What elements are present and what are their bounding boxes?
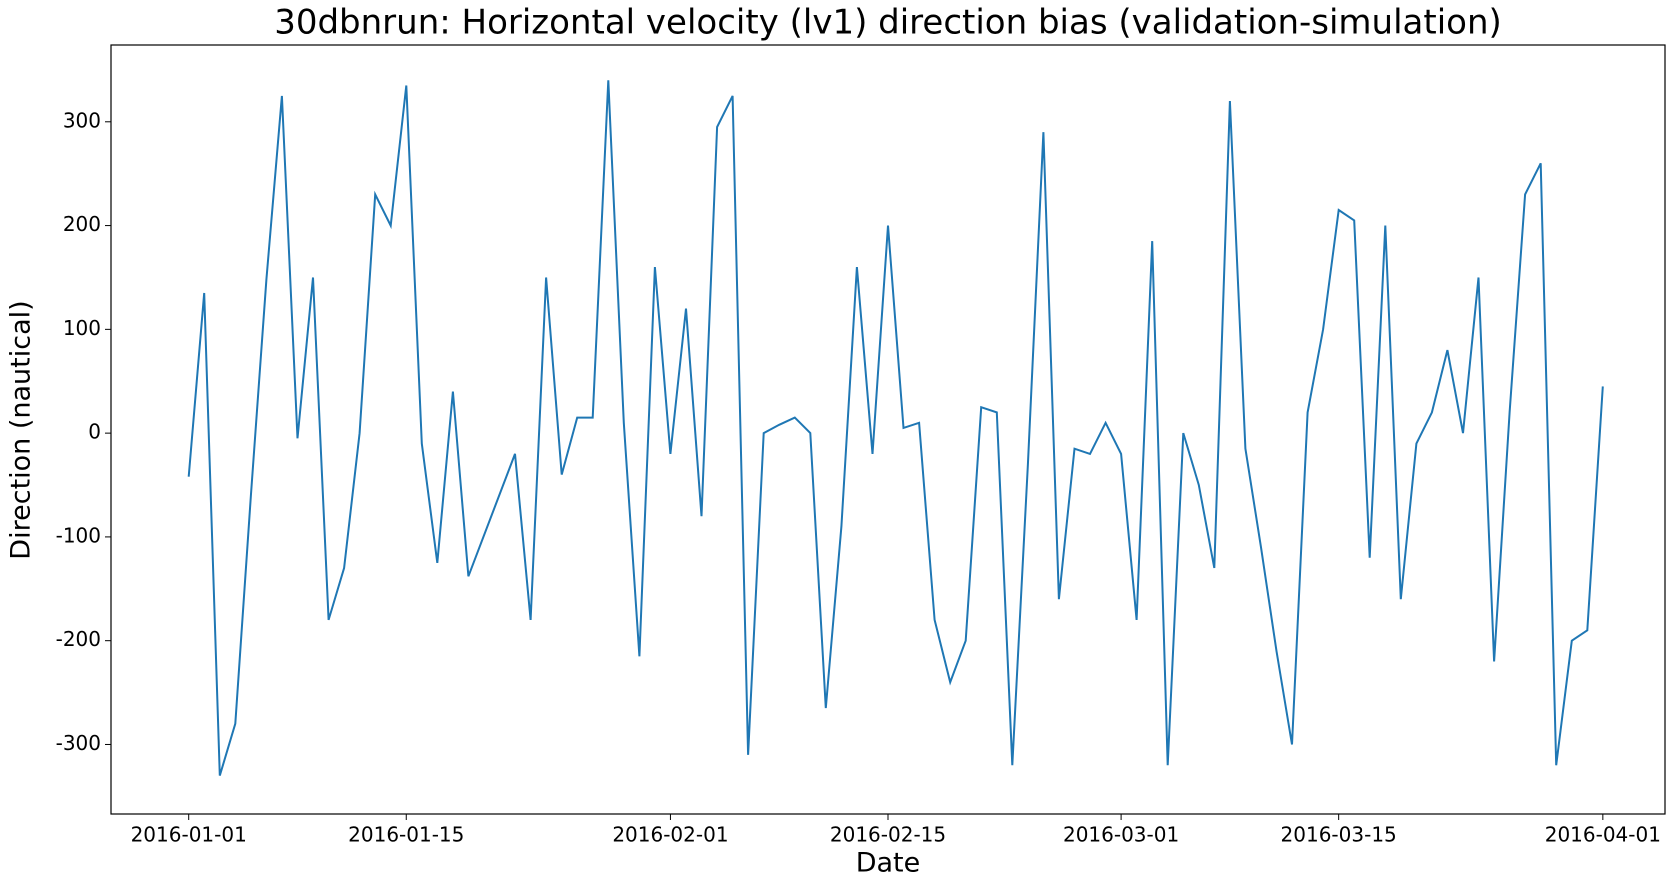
y-tick-label: 100 (63, 316, 101, 340)
x-tick-label: 2016-01-15 (348, 823, 464, 847)
plot-frame (110, 44, 1666, 815)
x-axis-label: Date (856, 848, 921, 879)
x-tick-label: 2016-03-15 (1281, 823, 1397, 847)
chart-title: 30dbnrun: Horizontal velocity (lv1) dire… (274, 3, 1502, 43)
y-tick-label: 0 (88, 420, 101, 444)
y-tick-label: -100 (56, 523, 101, 547)
y-tick-label: -300 (56, 731, 101, 755)
y-tick-label: -200 (56, 627, 101, 651)
y-tick-label: 200 (63, 212, 101, 236)
x-tick-label: 2016-02-15 (830, 823, 946, 847)
data-line (187, 80, 1604, 776)
x-tick-label: 2016-04-01 (1545, 823, 1661, 847)
x-tick-label: 2016-03-01 (1063, 823, 1179, 847)
x-tick-label: 2016-01-01 (131, 823, 247, 847)
x-tick-label: 2016-02-01 (612, 823, 728, 847)
y-tick-label: 300 (63, 108, 101, 132)
y-axis-label: Direction (nautical) (6, 300, 37, 559)
